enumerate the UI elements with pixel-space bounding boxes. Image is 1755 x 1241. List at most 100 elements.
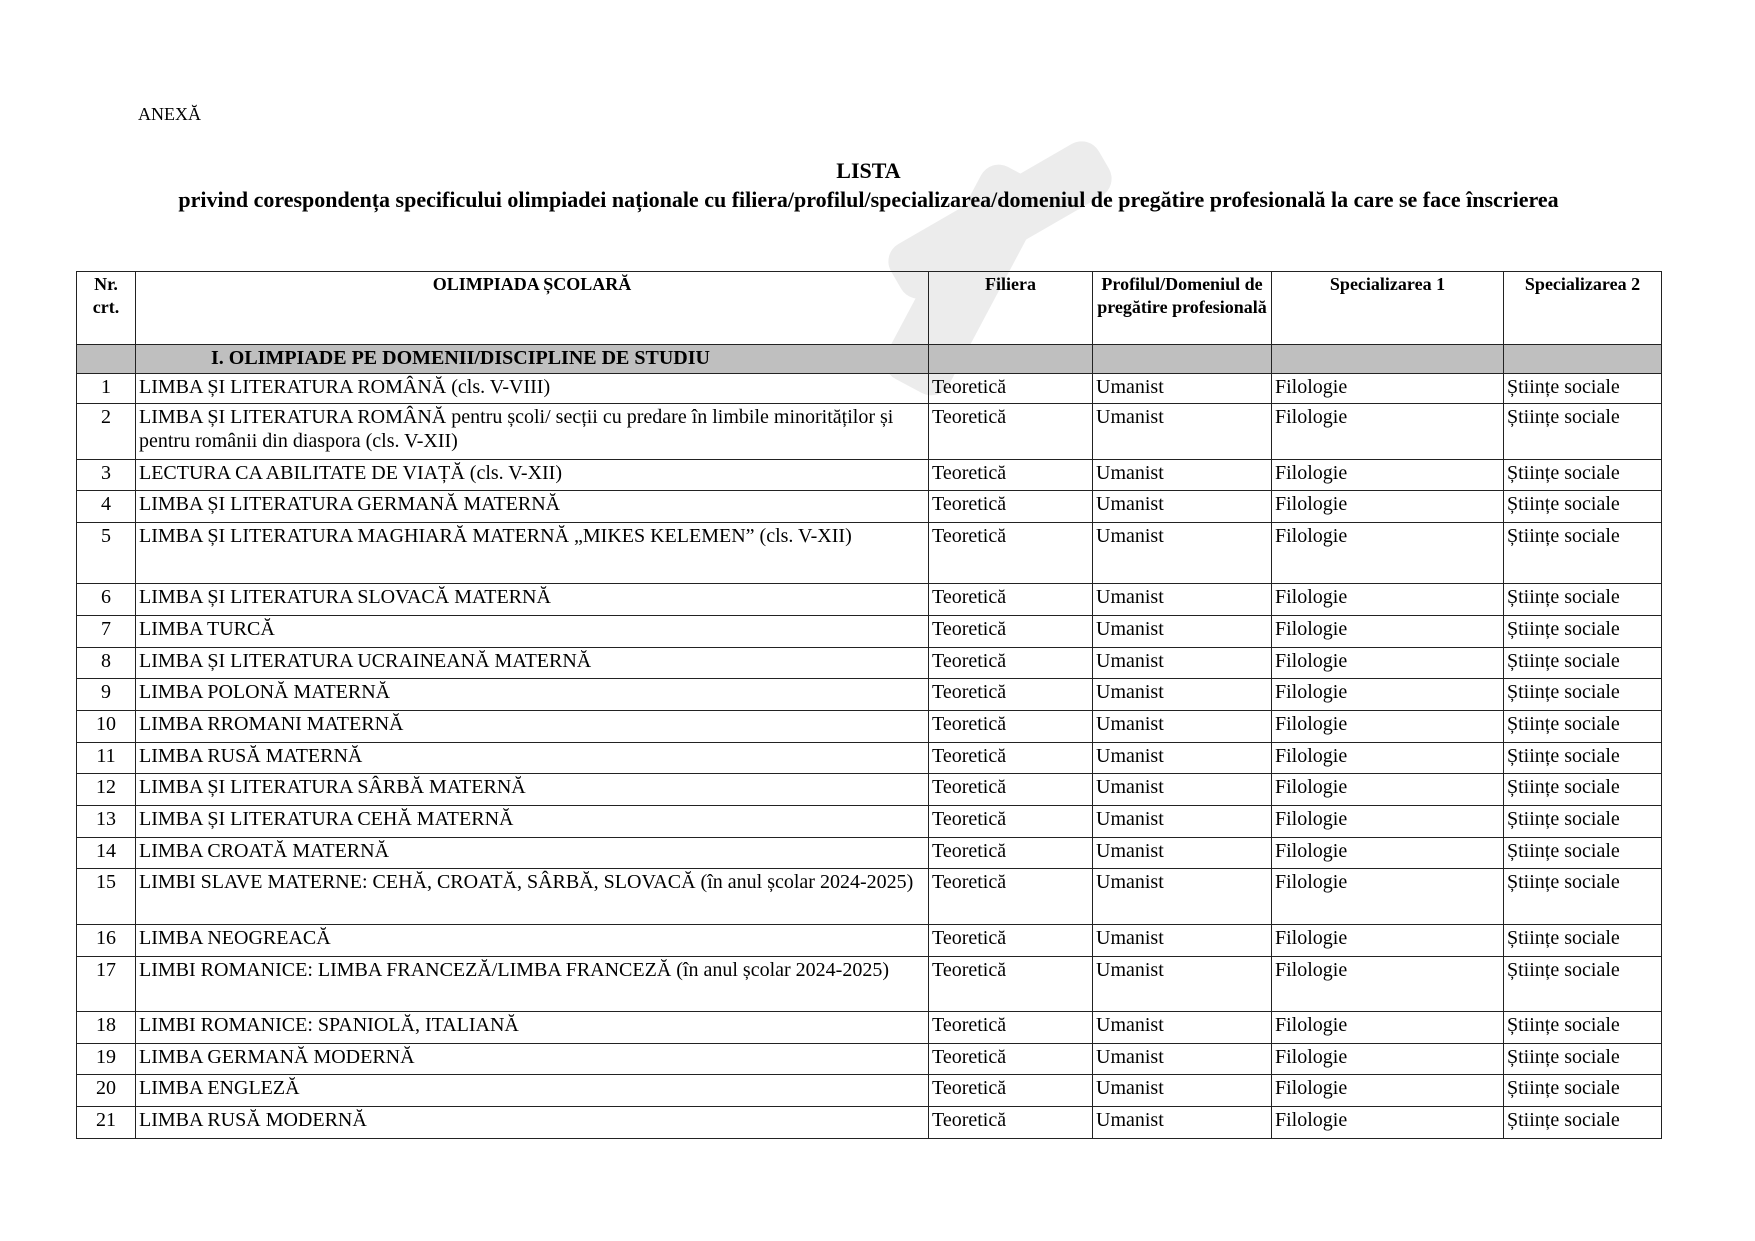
filiera: Teoretică [928,868,1093,925]
table-row: 10 LIMBA RROMANI MATERNĂ Teoretică Umanist F… [76,710,1662,743]
specializare-1: Filologie [1271,742,1504,774]
specializare-2: Științe sociale [1503,403,1662,460]
section-title: I. OLIMPIADE PE DOMENII/DISCIPLINE DE ST… [135,344,929,374]
filiera: Teoretică [928,459,1093,491]
table-row: 7 LIMBA TURCĂ Teoretică Umanist Filologie Ști… [76,615,1662,648]
specializare-2: Științe sociale [1503,522,1662,584]
filiera: Teoretică [928,837,1093,869]
filiera: Teoretică [928,678,1093,711]
specializare-2: Științe sociale [1503,1106,1662,1139]
olympiad-name: LIMBA RUSĂ MATERNĂ [135,742,929,774]
specializare-1: Filologie [1271,1043,1504,1075]
profil: Umanist [1092,459,1272,491]
table-header-row: Nr. crt. OLIMPIADA ȘCOLARĂ Filiera Profilul… [76,271,1662,345]
olympiad-name: LIMBA ȘI LITERATURA ROMÂNĂ (cls. V-VIII) [135,373,929,404]
specializare-2: Științe sociale [1503,868,1662,925]
specializare-1: Filologie [1271,710,1504,743]
olympiad-table: Nr. crt. OLIMPIADA ȘCOLARĂ Filiera Profilul… [76,271,1662,1139]
table-row: 3 LECTURA CA ABILITATE DE VIAȚĂ (cls. V-X… [76,459,1662,491]
specializare-1: Filologie [1271,924,1504,957]
olympiad-name: LIMBA ȘI LITERATURA UCRAINEANĂ MATERNĂ [135,647,929,679]
specializare-1: Filologie [1271,1074,1504,1107]
specializare-1: Filologie [1271,373,1504,404]
table-row: 12 LIMBA ȘI LITERATURA SÂRBĂ MATERNĂ Teore… [76,773,1662,806]
specializare-2: Științe sociale [1503,710,1662,743]
header-olympiad: OLIMPIADA ȘCOLARĂ [135,271,929,345]
table-row: 19 LIMBA GERMANĂ MODERNĂ Teoretică Umanist F… [76,1043,1662,1075]
olympiad-name: LIMBA NEOGREACĂ [135,924,929,957]
profil: Umanist [1092,373,1272,404]
filiera: Teoretică [928,373,1093,404]
annex-label: ANEXĂ [138,104,201,124]
table-row: 2 LIMBA ȘI LITERATURA ROMÂNĂ pentru școli… [76,403,1662,460]
specializare-1: Filologie [1271,837,1504,869]
specializare-1: Filologie [1271,868,1504,925]
profil: Umanist [1092,837,1272,869]
header-nr: Nr. crt. [76,271,136,345]
filiera: Teoretică [928,647,1093,679]
table-row: 18 LIMBI ROMANICE: SPANIOLĂ, ITALIANĂ Teor… [76,1011,1662,1044]
profil: Umanist [1092,522,1272,584]
filiera: Teoretică [928,956,1093,1012]
specializare-2: Științe sociale [1503,615,1662,648]
olympiad-name: LIMBA ȘI LITERATURA ROMÂNĂ pentru școli/… [135,403,929,460]
row-number: 10 [76,710,136,743]
header-filiera: Filiera [928,271,1093,345]
specializare-2: Științe sociale [1503,373,1662,404]
filiera: Teoretică [928,583,1093,616]
specializare-1: Filologie [1271,773,1504,806]
profil: Umanist [1092,403,1272,460]
olympiad-name: LIMBI SLAVE MATERNE: CEHĂ, CROATĂ, SÂRBĂ… [135,868,929,925]
row-number: 6 [76,583,136,616]
profil: Umanist [1092,742,1272,774]
specializare-1: Filologie [1271,403,1504,460]
specializare-1: Filologie [1271,678,1504,711]
table-row: 21 LIMBA RUSĂ MODERNĂ Teoretică Umanist Filo… [76,1106,1662,1139]
specializare-2: Științe sociale [1503,742,1662,774]
table-row: 16 LIMBA NEOGREACĂ Teoretică Umanist Filolog… [76,924,1662,957]
section-row: I. OLIMPIADE PE DOMENII/DISCIPLINE DE ST… [76,344,1662,374]
table-row: 5 LIMBA ȘI LITERATURA MAGHIARĂ MATERNĂ „M… [76,522,1662,584]
specializare-2: Științe sociale [1503,956,1662,1012]
table-row: 14 LIMBA CROATĂ MATERNĂ Teoretică Umanist Fi… [76,837,1662,869]
profil: Umanist [1092,1106,1272,1139]
row-number: 4 [76,490,136,523]
row-number: 12 [76,773,136,806]
profil: Umanist [1092,1074,1272,1107]
olympiad-name: LIMBI ROMANICE: SPANIOLĂ, ITALIANĂ [135,1011,929,1044]
specializare-1: Filologie [1271,522,1504,584]
specializare-2: Științe sociale [1503,678,1662,711]
olympiad-name: LIMBA TURCĂ [135,615,929,648]
olympiad-name: LIMBA ȘI LITERATURA SÂRBĂ MATERNĂ [135,773,929,806]
row-number: 19 [76,1043,136,1075]
specializare-2: Științe sociale [1503,837,1662,869]
row-number: 17 [76,956,136,1012]
row-number: 20 [76,1074,136,1107]
specializare-2: Științe sociale [1503,459,1662,491]
row-number: 1 [76,373,136,404]
specializare-2: Științe sociale [1503,1043,1662,1075]
table-row: 8 LIMBA ȘI LITERATURA UCRAINEANĂ MATERNĂ T… [76,647,1662,679]
table-row: 4 LIMBA ȘI LITERATURA GERMANĂ MATERNĂ Teor… [76,490,1662,523]
specializare-1: Filologie [1271,459,1504,491]
profil: Umanist [1092,583,1272,616]
olympiad-name: LIMBA RUSĂ MODERNĂ [135,1106,929,1139]
filiera: Teoretică [928,403,1093,460]
profil: Umanist [1092,647,1272,679]
table-row: 6 LIMBA ȘI LITERATURA SLOVACĂ MATERNĂ Teor… [76,583,1662,616]
filiera: Teoretică [928,522,1093,584]
title: LISTA [836,158,901,183]
document-title: LISTA privind corespondența specificului… [76,156,1661,214]
olympiad-name: LIMBA ȘI LITERATURA CEHĂ MATERNĂ [135,805,929,838]
specializare-1: Filologie [1271,1106,1504,1139]
specializare-2: Științe sociale [1503,1074,1662,1107]
row-number: 8 [76,647,136,679]
profil: Umanist [1092,1011,1272,1044]
table-row: 17 LIMBI ROMANICE: LIMBA FRANCEZĂ/LIMBA F… [76,956,1662,1012]
filiera: Teoretică [928,710,1093,743]
specializare-2: Științe sociale [1503,924,1662,957]
row-number: 2 [76,403,136,460]
olympiad-name: LIMBA ȘI LITERATURA MAGHIARĂ MATERNĂ „MI… [135,522,929,584]
row-number: 5 [76,522,136,584]
